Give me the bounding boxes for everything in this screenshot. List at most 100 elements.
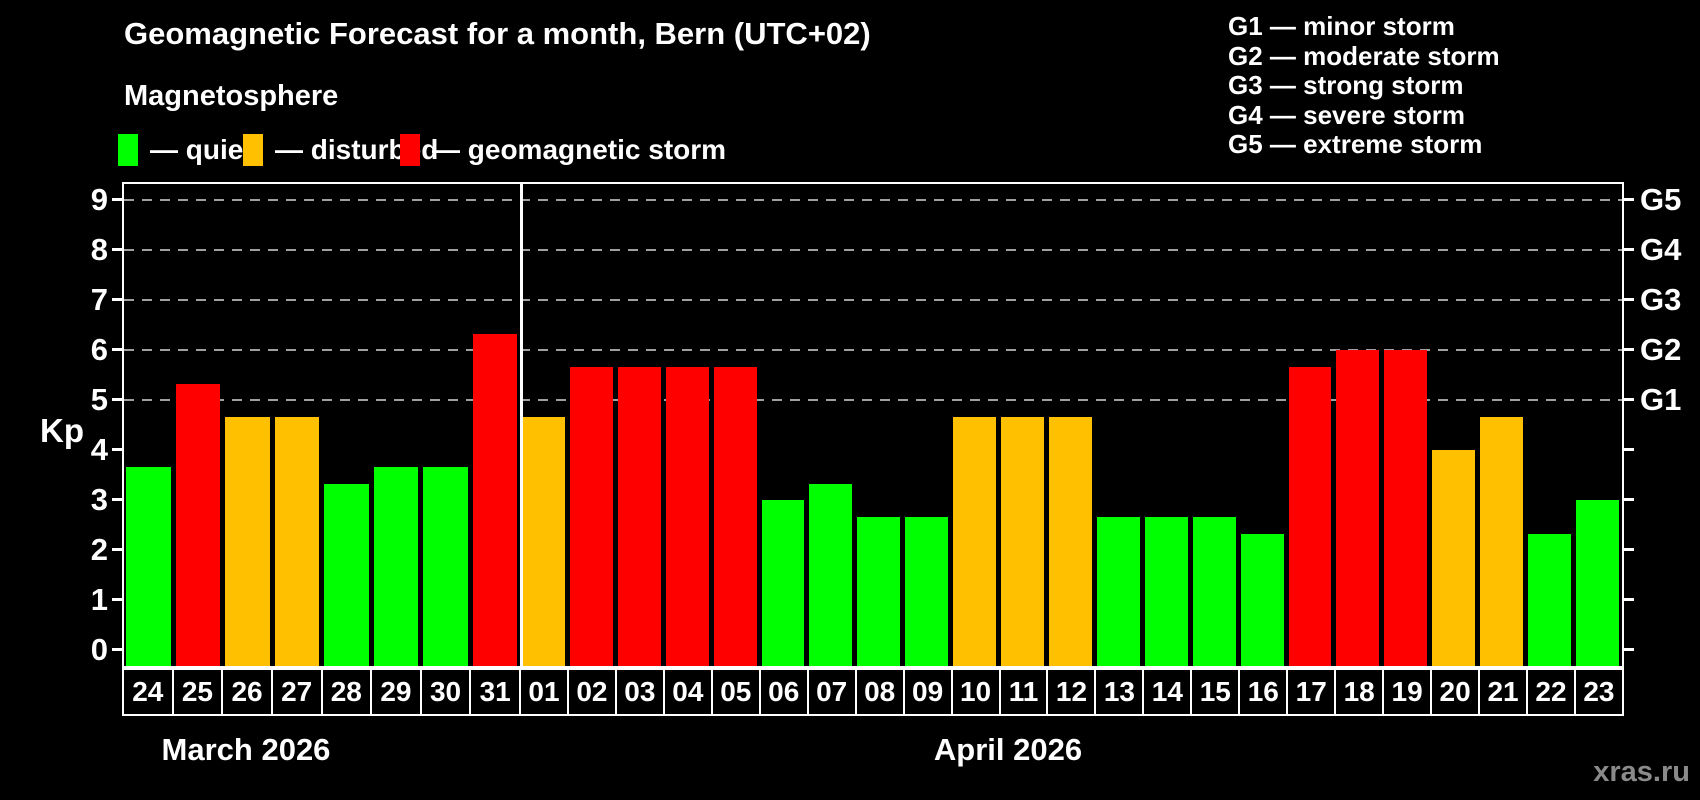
kp-bar [569,366,613,666]
right-tick [1624,598,1634,601]
bar-slot-day-09 [903,184,951,666]
day-label: 22 [1526,668,1576,716]
legend-item-quiet: — quiet [118,134,253,166]
bar-slot-day-06 [760,184,808,666]
kp-bar [1336,350,1380,666]
day-label: 06 [758,668,809,716]
gridline-kp9 [124,199,1622,201]
left-tick [112,548,122,551]
day-label: 24 [122,668,174,716]
bar-slot-day-04 [664,184,712,666]
day-label: 27 [270,668,323,716]
bar-slot-day-19 [1382,184,1430,666]
disturbed-swatch [243,134,263,166]
kp-bar [1575,500,1619,666]
kp-bar [1096,516,1140,666]
day-label: 13 [1094,668,1145,716]
right-tick [1624,448,1634,451]
bar-slot-day-21 [1478,184,1526,666]
bar-slot-day-13 [1095,184,1143,666]
day-label: 20 [1430,668,1481,716]
day-label: 26 [221,668,273,716]
watermark: xras.ru [1593,756,1690,788]
day-label: 14 [1142,668,1193,716]
day-label: 25 [171,668,224,716]
left-tick [112,598,122,601]
kp-bar [953,416,997,666]
day-label: 29 [370,668,422,716]
day-label: 31 [469,668,521,716]
day-axis: 24 25 26 27 28 29 30 31 01 02 03 04 05 06 07 08 09 10 11 12… [122,668,1624,716]
g-legend-line: G2 — moderate storm [1228,40,1500,71]
bar-slot-day-20 [1430,184,1478,666]
y-axis-title: Kp [40,412,84,449]
bar-slot-day-17 [1287,184,1335,666]
left-tick [112,298,122,301]
left-tick [112,498,122,501]
bar-slot-day-03 [616,184,664,666]
kp-bar [857,516,901,666]
right-axis-label: G3 [1640,282,1682,317]
day-label: 04 [662,668,713,716]
day-label: 19 [1382,668,1433,716]
y-tick-label: 9 [90,182,108,217]
right-tick [1624,348,1634,351]
bar-slot-day-24 [124,184,174,666]
bar-slot-day-10 [951,184,999,666]
plot-area [112,182,1634,668]
bar-slot-day-12 [1047,184,1095,666]
day-label: 11 [998,668,1049,716]
month-label: March 2026 [161,732,331,767]
bar-slot-day-31 [471,184,521,666]
month-separator-line [520,184,523,666]
right-tick [1624,498,1634,501]
bars-container [124,184,1622,666]
right-tick [1624,398,1634,401]
g-legend-line: G5 — extreme storm [1228,129,1483,159]
kp-bar [1240,533,1284,666]
day-label: 02 [566,668,617,716]
gridline-kp6 [124,349,1622,351]
kp-bar [617,366,661,666]
kp-bar [324,483,369,666]
kp-bar [1001,416,1044,666]
kp-bar [905,516,949,666]
day-label: 10 [950,668,1001,716]
g-legend-line: G1 — minor storm [1228,11,1455,41]
right-axis-label: G2 [1640,332,1682,367]
bar-slot-day-30 [421,184,471,666]
day-label: 03 [614,668,665,716]
gridline-kp7 [124,299,1622,301]
bar-slot-day-23 [1574,184,1622,666]
bar-slot-day-27 [273,184,323,666]
day-label: 07 [806,668,857,716]
bar-slot-day-11 [999,184,1047,666]
legend-label: — geomagnetic storm [432,134,727,165]
storm-swatch [400,134,420,166]
g-legend-line: G4 — severe storm [1228,99,1466,130]
kp-bar [423,466,468,666]
kp-bar [1384,350,1428,666]
bar-slot-day-02 [568,184,616,666]
y-tick-label: 4 [90,432,108,467]
bar-slot-day-26 [223,184,273,666]
day-label: 01 [519,668,569,716]
bar-slot-day-07 [807,184,855,666]
bar-slot-day-08 [855,184,903,666]
right-tick [1624,298,1634,301]
day-label: 16 [1238,668,1289,716]
right-axis-label: G4 [1640,232,1682,267]
bar-slot-day-18 [1334,184,1382,666]
right-axis-label: G1 [1640,382,1682,417]
bar-slot-day-16 [1239,184,1287,666]
left-tick [112,248,122,251]
kp-bar [175,383,220,666]
bar-slot-day-14 [1143,184,1191,666]
day-label: 21 [1478,668,1529,716]
left-tick [112,398,122,401]
kp-bar [761,500,805,666]
kp-bar [665,366,709,666]
bar-group-april [520,184,1622,666]
kp-bar [1192,516,1236,666]
kp-bar [1048,416,1092,666]
